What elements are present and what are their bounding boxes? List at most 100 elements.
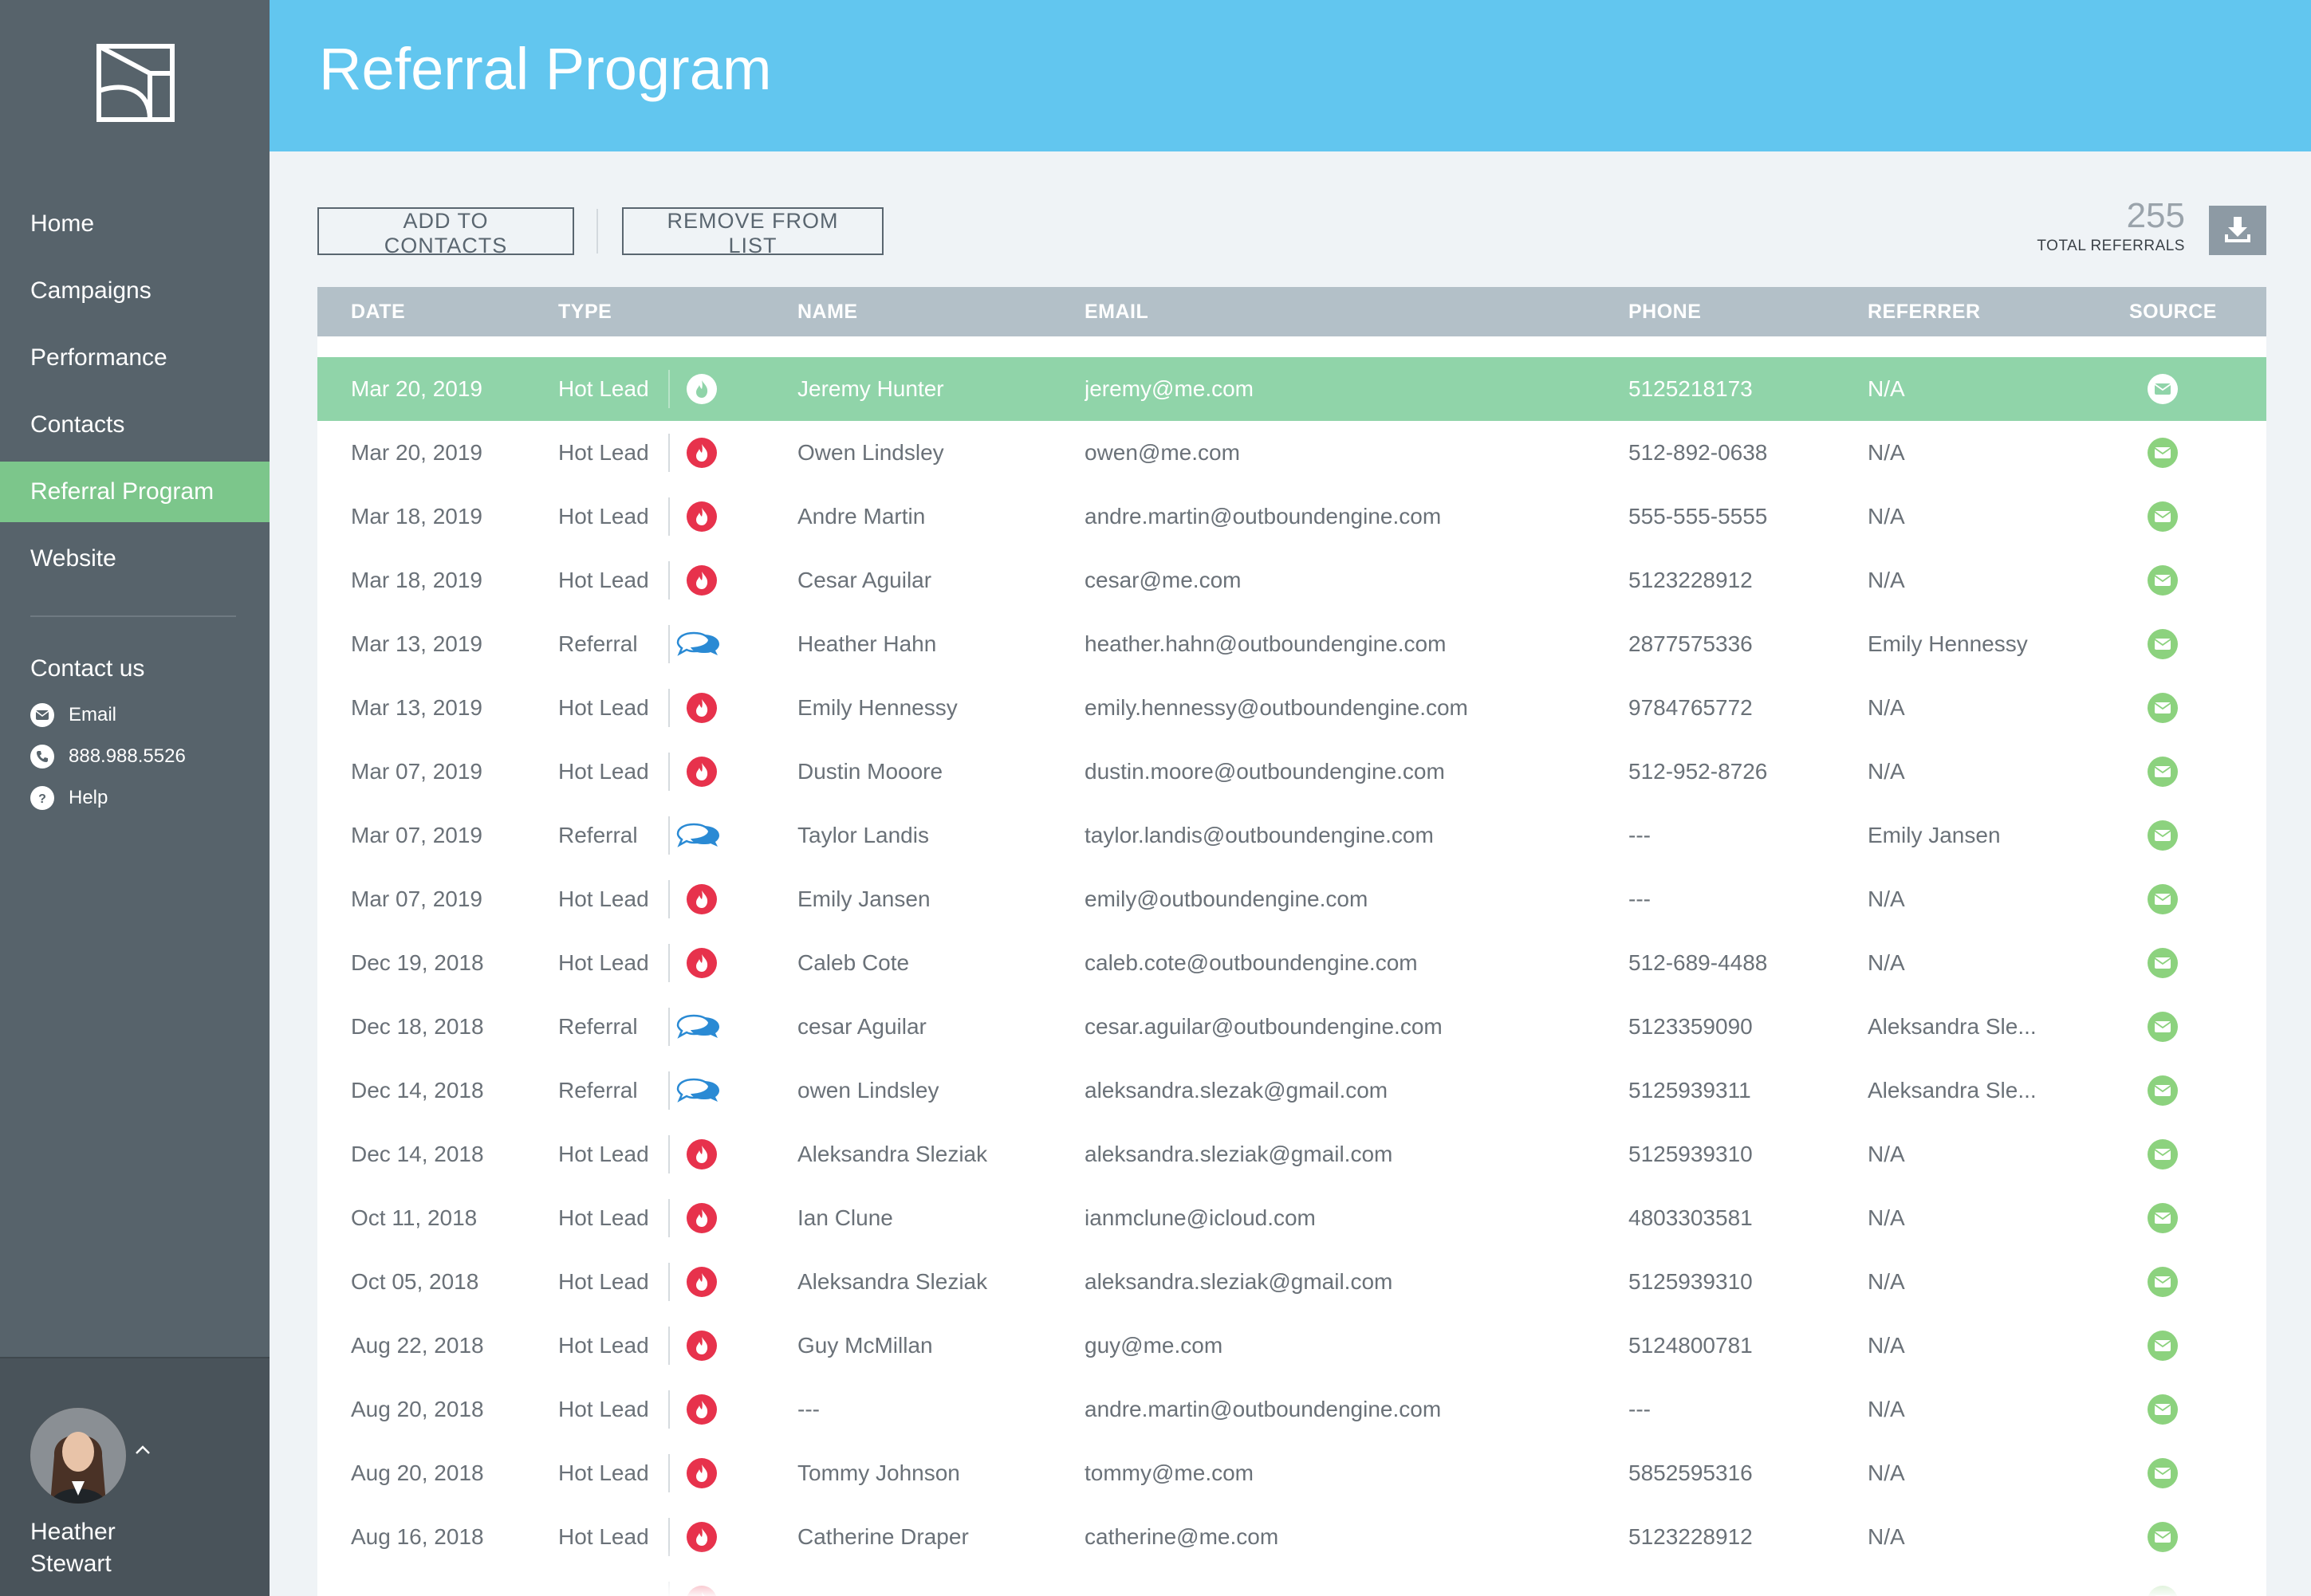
cell-date: Dec 14, 2018	[351, 1142, 484, 1166]
table-row[interactable]: Oct 11, 2018 Hot Lead Ian Clune ianmclune@i…	[317, 1186, 2266, 1250]
column-header-type[interactable]: TYPE	[558, 301, 612, 323]
flame-icon	[686, 501, 718, 533]
contact-help-link[interactable]: ? Help	[30, 784, 108, 812]
cell-referrer: N/A	[1868, 568, 1905, 592]
cell-referrer: N/A	[1868, 950, 1905, 975]
contact-phone-number: 888.988.5526	[69, 745, 186, 767]
column-header-phone[interactable]: PHONE	[1628, 301, 1702, 323]
type-divider	[668, 1263, 670, 1301]
column-header-date[interactable]: DATE	[351, 301, 406, 323]
table-row[interactable]: Mar 07, 2019 Hot Lead Dustin Mooore dustin.…	[317, 740, 2266, 804]
cell-phone: 9784765772	[1628, 695, 1753, 720]
cell-phone: 5125939310	[1628, 1142, 1753, 1166]
column-header-referrer[interactable]: REFERRER	[1868, 301, 1981, 323]
email-icon[interactable]	[2147, 756, 2179, 788]
chevron-up-icon[interactable]	[134, 1445, 152, 1460]
table-row[interactable]: Mar 18, 2019 Hot Lead Andre Martin andre.ma…	[317, 485, 2266, 548]
cell-email: aleksandra.sleziak@gmail.com	[1085, 1269, 1393, 1294]
add-to-contacts-button[interactable]: ADD TO CONTACTS	[317, 207, 574, 257]
cell-referrer: N/A	[1868, 440, 1905, 465]
cell-phone: ---	[1628, 886, 1651, 911]
cell-name: Ian Clune	[797, 1205, 893, 1230]
email-icon[interactable]	[2147, 1138, 2179, 1170]
table-row[interactable]: Aug 22, 2018 Hot Lead Guy McMillan guy@me.c…	[317, 1314, 2266, 1378]
email-icon[interactable]	[2147, 1266, 2179, 1298]
email-icon[interactable]	[2147, 883, 2179, 915]
nav-item-home[interactable]: Home	[30, 210, 95, 237]
table-row[interactable]: Dec 14, 2018 Referral owen Lindsley aleksan…	[317, 1059, 2266, 1122]
email-icon[interactable]	[2147, 947, 2179, 979]
avatar[interactable]	[30, 1408, 126, 1504]
cell-email: guy@me.com	[1085, 1333, 1223, 1358]
cell-email: taylor.landis@outboundengine.com	[1085, 823, 1434, 847]
column-header-name[interactable]: NAME	[797, 301, 858, 323]
email-icon[interactable]	[2147, 437, 2179, 469]
chat-bubbles-icon	[673, 628, 724, 660]
cell-phone: 5123228912	[1628, 568, 1753, 592]
cell-referrer: Aleksandra Sle...	[1868, 1014, 2037, 1039]
brand-logo-icon[interactable]	[94, 41, 177, 124]
table-row[interactable]: Oct 05, 2018 Hot Lead Aleksandra Sleziak al…	[317, 1250, 2266, 1314]
download-button[interactable]	[2209, 206, 2266, 255]
table-header: DATE TYPE NAME EMAIL PHONE REFERRER SOUR…	[317, 287, 2266, 336]
email-icon[interactable]	[2147, 1202, 2179, 1234]
email-icon[interactable]	[2147, 1330, 2179, 1362]
table-row[interactable]: Mar 20, 2019 Hot Lead Jeremy Hunter jeremy@…	[317, 357, 2266, 421]
user-menu[interactable]: Heather Stewart	[0, 1357, 270, 1596]
cell-type: Hot Lead	[558, 759, 649, 784]
email-icon[interactable]	[2147, 692, 2179, 724]
cell-type: Referral	[558, 1014, 638, 1039]
email-icon[interactable]	[2147, 1394, 2179, 1425]
table-row[interactable]: Mar 07, 2019 Hot Lead Emily Jansen emily@ou…	[317, 867, 2266, 931]
table-row[interactable]: Mar 20, 2019 Hot Lead Owen Lindsley owen@me…	[317, 421, 2266, 485]
nav-item-website[interactable]: Website	[30, 545, 116, 572]
nav-item-contacts[interactable]: Contacts	[30, 411, 125, 438]
cell-referrer: Aleksandra Sle...	[1868, 1078, 2037, 1103]
type-divider	[668, 1518, 670, 1556]
cell-email: cesar.aguilar@outboundengine.com	[1085, 1014, 1443, 1039]
contact-phone-link[interactable]: 888.988.5526	[30, 743, 186, 770]
table-row[interactable]: Dec 14, 2018 Hot Lead Aleksandra Sleziak al…	[317, 1122, 2266, 1186]
table-row[interactable]: Mar 13, 2019 Referral Heather Hahn heather.…	[317, 612, 2266, 676]
table-row[interactable]: Mar 18, 2019 Hot Lead Cesar Aguilar cesar@m…	[317, 548, 2266, 612]
table-row[interactable]: Aug 16, 2018 Hot Lead Catherine Draper cath…	[317, 1505, 2266, 1569]
table-row[interactable]: Aug 20, 2018 Hot Lead Tommy Johnson tommy@m…	[317, 1441, 2266, 1505]
nav-item-referral-program[interactable]: Referral Program	[0, 462, 270, 522]
email-icon[interactable]	[2147, 1521, 2179, 1553]
flame-icon	[686, 1457, 718, 1489]
type-divider	[668, 370, 670, 408]
contact-help-label: Help	[69, 787, 108, 808]
email-icon[interactable]	[2147, 1457, 2179, 1489]
column-header-email[interactable]: EMAIL	[1085, 301, 1149, 323]
table-row[interactable]: Mar 13, 2019 Hot Lead Emily Hennessy emily.…	[317, 676, 2266, 740]
flame-icon	[686, 883, 718, 915]
cell-date: Dec 18, 2018	[351, 1014, 484, 1039]
cell-phone: 5123228912	[1628, 1524, 1753, 1549]
cell-referrer: N/A	[1868, 1205, 1905, 1230]
nav-item-performance[interactable]: Performance	[30, 344, 167, 371]
contact-email-link[interactable]: Email	[30, 702, 116, 729]
flame-icon	[686, 692, 718, 724]
cell-email: aleksandra.sleziak@gmail.com	[1085, 1142, 1393, 1166]
toolbar-divider	[596, 209, 598, 254]
type-divider	[668, 944, 670, 982]
cell-date: Dec 19, 2018	[351, 950, 484, 975]
type-divider	[668, 880, 670, 918]
email-icon[interactable]	[2147, 564, 2179, 596]
cell-name: Andre Martin	[797, 504, 926, 529]
cell-name: owen Lindsley	[797, 1078, 939, 1103]
table-row[interactable]: Aug 20, 2018 Hot Lead --- andre.martin@outb…	[317, 1378, 2266, 1441]
email-icon[interactable]	[2147, 373, 2179, 405]
email-icon[interactable]	[2147, 501, 2179, 533]
table-row[interactable]: Dec 19, 2018 Hot Lead Caleb Cote caleb.cote…	[317, 931, 2266, 995]
column-header-source[interactable]: SOURCE	[2129, 301, 2217, 323]
email-icon[interactable]	[2147, 628, 2179, 660]
table-row[interactable]: Mar 07, 2019 Referral Taylor Landis taylor.…	[317, 804, 2266, 867]
table-row[interactable]: Dec 18, 2018 Referral cesar Aguilar cesar.a…	[317, 995, 2266, 1059]
cell-phone: 512-689-4488	[1628, 950, 1768, 975]
email-icon[interactable]	[2147, 1075, 2179, 1107]
email-icon[interactable]	[2147, 1011, 2179, 1043]
remove-from-list-button[interactable]: REMOVE FROM LIST	[622, 207, 884, 257]
email-icon[interactable]	[2147, 820, 2179, 851]
nav-item-campaigns[interactable]: Campaigns	[30, 277, 152, 304]
